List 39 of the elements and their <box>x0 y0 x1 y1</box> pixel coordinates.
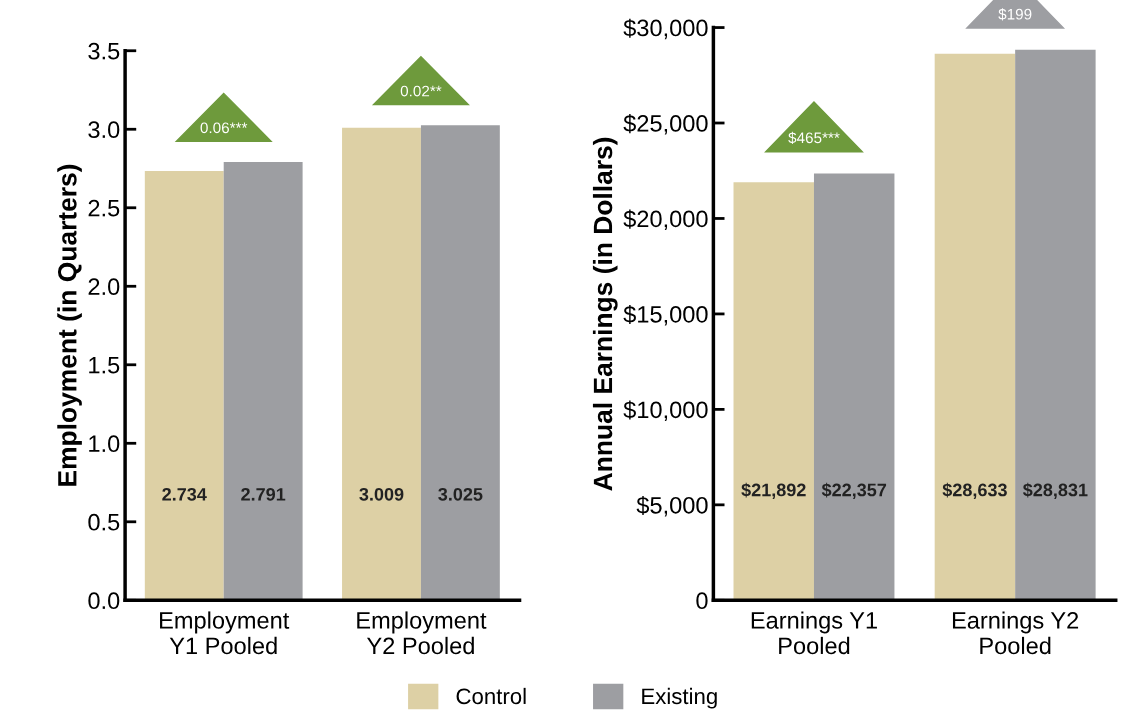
y-tick-label: 1.5 <box>89 357 120 374</box>
y-axis-title: Annual Earnings (in Dollars) <box>592 137 618 491</box>
x-tick-label: Earnings Y2 Pooled <box>952 611 1079 655</box>
data-label: $21,892 <box>741 482 806 499</box>
y-tick-label: $15,000 <box>623 305 708 326</box>
y-tick-label: 1.0 <box>89 435 120 453</box>
x-tick-label: Employment Y1 Pooled <box>160 611 290 655</box>
x-tick-label: Employment Y2 Pooled <box>357 611 487 655</box>
text: $199 <box>998 8 1032 21</box>
y-tick-label: 3.0 <box>88 121 120 139</box>
y-tick-label: $20,000 <box>623 209 708 231</box>
annotation: $465*** <box>788 131 840 145</box>
data-label: 2.791 <box>241 487 286 501</box>
bar <box>934 53 1016 601</box>
y-tick-label: $10,000 <box>623 400 708 421</box>
y-tick-label: 0.0 <box>88 592 120 610</box>
y-tick-label: 2.0 <box>88 278 120 296</box>
data-label: $22,357 <box>821 482 887 499</box>
annotation: 0.02** <box>400 85 442 97</box>
annotation: 0.06*** <box>200 122 248 134</box>
y-tick-label: 0 <box>696 592 708 610</box>
bar <box>813 173 895 601</box>
y-tick-label: $30,000 <box>623 18 708 40</box>
y-tick-label: 0.5 <box>88 513 120 531</box>
y-axis-title: Employment (in Quarters) <box>57 164 82 486</box>
bar <box>1015 49 1096 601</box>
y-tick-label: $25,000 <box>623 114 708 135</box>
legend-label: Control <box>456 687 526 705</box>
bar <box>733 182 814 601</box>
data-label: 3.009 <box>359 487 404 501</box>
y-tick-label: $5,000 <box>636 495 708 517</box>
x-tick-label: Earnings Y1 Pooled <box>751 611 877 655</box>
legend-label: Existing <box>642 687 717 709</box>
data-label: $28,831 <box>1022 482 1088 499</box>
y-tick-label: 3.5 <box>88 42 120 60</box>
data-label: 2.734 <box>162 487 207 501</box>
y-tick-label: 2.5 <box>88 199 120 217</box>
data-label: $28,633 <box>942 482 1007 499</box>
data-label: 3.025 <box>438 487 483 501</box>
